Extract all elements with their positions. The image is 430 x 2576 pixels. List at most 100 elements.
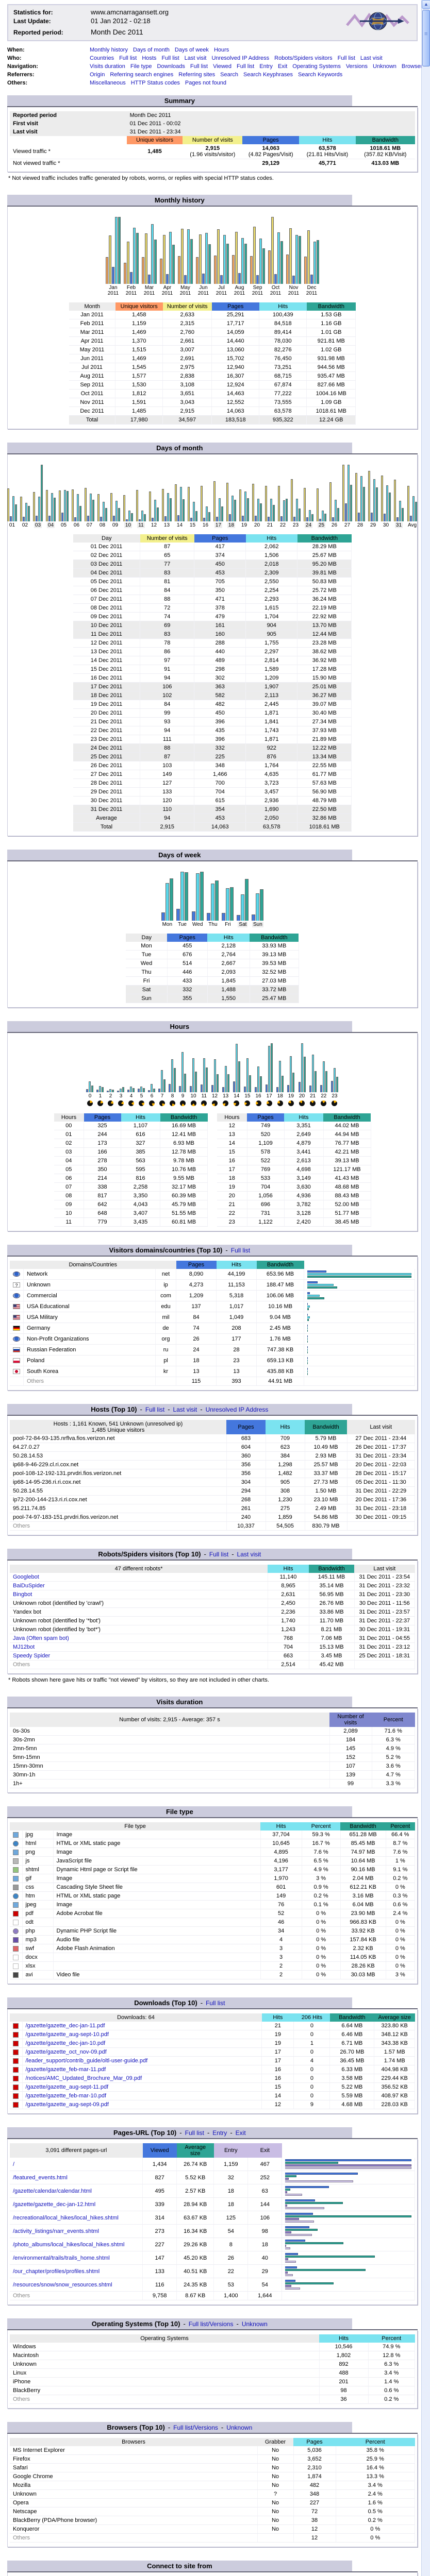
menu-link[interactable]: Exit [277, 63, 288, 70]
menu-link[interactable]: Search [220, 72, 239, 78]
chart-axis-label: 8 [171, 1093, 174, 1099]
menu-link[interactable]: Operating Systems [292, 63, 341, 70]
chart-bar [58, 490, 61, 521]
menu-link[interactable]: Full list [337, 55, 355, 61]
menu-link[interactable]: Unknown [373, 63, 396, 70]
menu-link[interactable]: Visits duration [90, 63, 125, 70]
menu-link[interactable]: Hosts [142, 55, 157, 61]
menu-link[interactable]: Miscellaneous [90, 80, 126, 86]
hosts-section: Hosts (Top 10) - Full list - Last visit - Unre… [7, 1404, 418, 1535]
menu-link[interactable]: Versions [345, 63, 368, 70]
download-link[interactable]: /gazette/gazette_oct_nov-09.pdf [25, 2049, 107, 2055]
menu-link[interactable]: Robots/Spiders visitors [274, 55, 333, 61]
menu-link[interactable]: Viewed [213, 63, 232, 70]
file-type-icon [13, 1954, 19, 1960]
menu-link[interactable]: Downloads [157, 63, 185, 70]
chart-bar [172, 245, 175, 284]
page-url-link[interactable]: /activity_listings/narr_events.shtml [13, 2228, 99, 2234]
download-link[interactable]: /leader_support/contrib_guide/oltl-user-… [25, 2058, 148, 2064]
page-url-link[interactable]: / [13, 2161, 15, 2167]
page-url-link[interactable]: /photo_albums/local_hikes/local_hikes.sh… [13, 2241, 125, 2248]
menu-link[interactable]: Search Keyphrases [243, 72, 293, 78]
download-link[interactable]: /gazette/gazette_dec-jan-10.pdf [25, 2040, 106, 2046]
os-band-link[interactable]: Unknown [241, 2320, 268, 2328]
menu-link[interactable]: HTTP Status codes [130, 80, 180, 86]
pages-band-link[interactable]: Full list [185, 2129, 204, 2137]
pdf-icon [13, 2102, 19, 2108]
browsers-band-link[interactable]: Unknown [226, 2424, 253, 2431]
clock-icon [244, 1100, 251, 1106]
page-url-link[interactable]: /our_chapter/profiles/profiles.shtml [13, 2268, 100, 2275]
downloads-band-link[interactable]: Full list [206, 1999, 225, 2007]
menu-link[interactable]: Last visit [184, 55, 207, 61]
menu-link[interactable]: Full list [190, 63, 208, 70]
chart-bar [109, 1089, 112, 1092]
countries-table: Domains/Countries Pages Hits Bandwidth N… [10, 1261, 415, 1386]
scrollbar-up-arrow[interactable]: ▲ [422, 0, 430, 9]
menu-link[interactable]: Referring sites [178, 72, 216, 78]
menu-link[interactable]: Full list [237, 63, 255, 70]
chart-bar [303, 488, 306, 521]
menu-link[interactable]: Origin [90, 72, 105, 78]
menu-link[interactable]: File type [130, 63, 152, 70]
full-list-link[interactable]: Full list [230, 1247, 251, 1254]
chart-bar [141, 511, 143, 521]
robots-band-link[interactable]: Full list [209, 1551, 229, 1558]
table-row: USA Educational edu 137 1,017 10.16 MB [10, 1301, 415, 1312]
page-url-link[interactable]: /gazette/calendar/calendar.html [13, 2188, 92, 2194]
file-type-icon [13, 1902, 19, 1908]
country-flag-icon [13, 1326, 20, 1331]
chart-axis-label: 17 [214, 522, 223, 528]
table-row: 22 Dec 2011 94 435 1,743 37.93 MB [73, 726, 352, 735]
download-link[interactable]: /gazette/gazette_aug-sept-09.pdf [25, 2102, 109, 2108]
chart-bar [138, 1089, 140, 1092]
scrollbar[interactable]: ▲ [421, 0, 430, 2576]
browsers-table: Browsers Grabber Pages Percent MS Intern… [10, 2438, 415, 2543]
robots-band-link[interactable]: Last visit [237, 1551, 261, 1558]
hosts-band-link[interactable]: Unresolved IP Address [205, 1406, 269, 1413]
menu-link[interactable]: Unresolved IP Address [211, 55, 270, 61]
chart-bar [184, 275, 187, 284]
menu-link[interactable]: Pages not found [185, 80, 226, 86]
page-url-link[interactable]: /environmental/trails/trails_home.shtml [13, 2255, 110, 2261]
download-link[interactable]: /notices/AMC_Updated_Brochure_Mar_09.pdf [25, 2075, 142, 2081]
menu-link[interactable]: Days of month [133, 47, 170, 53]
page-url-link[interactable]: /recreational/local_hikes/local_hikes.sh… [13, 2214, 119, 2221]
menu-link[interactable]: Countries [90, 55, 114, 61]
chart-bar [207, 913, 211, 921]
chart-bar [112, 516, 115, 521]
scrollbar-thumb[interactable] [422, 10, 430, 66]
download-link[interactable]: /gazette/gazette_feb-mar-10.pdf [25, 2093, 107, 2099]
menu-link[interactable]: Last visit [360, 55, 383, 61]
chart-bar [96, 1090, 99, 1092]
menu-link[interactable]: Days of week [174, 47, 209, 53]
pages-band-link[interactable]: Exit [235, 2129, 246, 2137]
chart-bar [53, 498, 56, 521]
menu-link[interactable]: Browsers [401, 63, 425, 70]
download-link[interactable]: /gazette/gazette_feb-mar-11.pdf [25, 2066, 106, 2073]
hosts-band-link[interactable]: Last visit [173, 1406, 197, 1413]
download-link[interactable]: /gazette/gazette_dec-jan-11.pdf [25, 2023, 105, 2029]
table-row: 09 642 4,043 45.79 MB [54, 1200, 208, 1209]
browsers-band-link[interactable]: Full list/Versions [173, 2424, 218, 2431]
download-link[interactable]: /gazette/gazette_aug-sept-10.pdf [25, 2031, 109, 2038]
page-url-link[interactable]: /resources/snow/snow_resources.shtml [13, 2281, 112, 2288]
hosts-band-link[interactable]: Full list [145, 1406, 165, 1413]
col-month: Month [69, 302, 115, 311]
menu-link[interactable]: Entry [259, 63, 273, 70]
pages-band-link[interactable]: Entry [212, 2129, 227, 2137]
os-band-link[interactable]: Full list/Versions [188, 2320, 234, 2328]
menu-link[interactable]: Full list [119, 55, 137, 61]
chart-bar [7, 488, 9, 521]
chart-bar [301, 1043, 303, 1092]
table-row: /leader_support/contrib_guide/oltl-user-… [10, 2056, 415, 2065]
menu-link[interactable]: Referring search engines [110, 72, 174, 78]
page-url-link[interactable]: /featured_events.html [13, 2174, 68, 2181]
table-row: 03 Dec 2011 77 450 2,018 95.20 MB [73, 560, 352, 569]
menu-link[interactable]: Search Keywords [298, 72, 343, 78]
download-link[interactable]: /gazette/gazette_aug-sept-11.pdf [25, 2084, 109, 2090]
page-url-link[interactable]: /gazette/gazette_dec-jan-12.html [13, 2201, 96, 2208]
menu-link[interactable]: Full list [161, 55, 179, 61]
menu-link[interactable]: Hours [213, 47, 229, 53]
menu-link[interactable]: Monthly history [90, 47, 128, 53]
